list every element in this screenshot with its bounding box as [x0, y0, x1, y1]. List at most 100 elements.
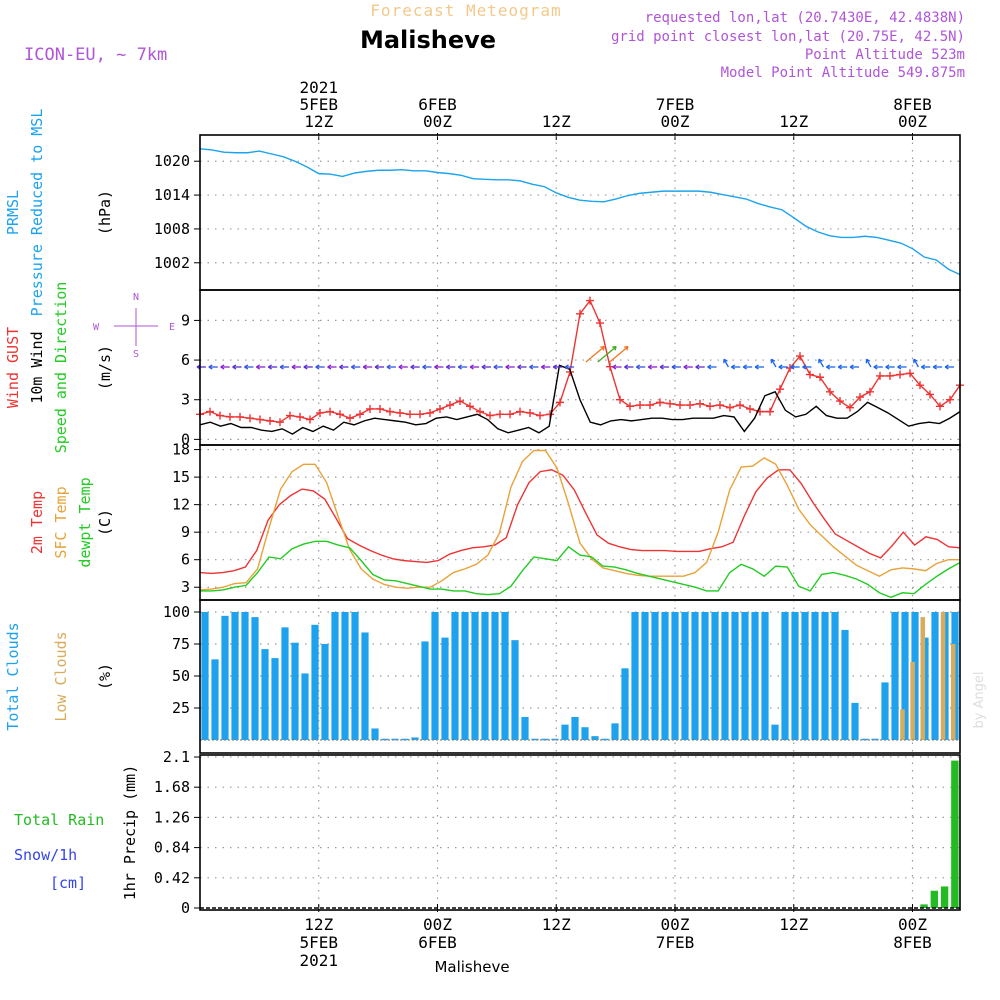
bar-total-rain	[920, 904, 928, 908]
bar-total-clouds	[841, 629, 849, 740]
gust-marker	[306, 415, 314, 424]
gust-marker	[516, 407, 524, 416]
bar-total-clouds	[691, 612, 699, 740]
bar-low-clouds	[950, 644, 956, 740]
wind-arrow-head	[624, 345, 629, 351]
y-axis-label-wind: (m/s)	[96, 345, 114, 390]
gust-marker	[816, 373, 824, 382]
wind-arrow-head	[564, 364, 569, 370]
bar-total-clouds	[651, 612, 659, 740]
gust-marker	[226, 412, 234, 421]
panel-label: Wind GUST	[4, 327, 22, 408]
bottom-tick-label: 12Z	[304, 915, 333, 934]
panel-label: Pressure Reduced to MSL	[28, 109, 46, 317]
gust-marker	[466, 402, 474, 411]
panel-label: Total Clouds	[4, 622, 22, 730]
gust-marker	[406, 410, 414, 419]
bar-total-clouds	[911, 612, 919, 740]
bar-total-clouds	[301, 673, 309, 740]
wind-direction-arrow	[597, 346, 617, 363]
bar-total-clouds	[931, 612, 939, 740]
y-tick-label: 9	[181, 311, 190, 329]
y-tick-label: 3	[181, 391, 190, 409]
bar-total-rain	[930, 890, 939, 908]
wind-arrow-head	[865, 358, 871, 364]
bar-total-clouds	[901, 612, 909, 740]
panel-label: dewpt Temp	[76, 477, 94, 567]
wind-direction-arrow	[609, 346, 629, 363]
top-tick-label: 5FEB	[299, 95, 338, 114]
gust-marker	[426, 408, 434, 417]
wind-arrow-head	[374, 364, 379, 370]
gust-marker	[856, 393, 864, 402]
gust-marker	[706, 402, 714, 411]
gust-marker	[776, 385, 784, 394]
gust-marker	[886, 371, 894, 380]
bar-low-clouds	[910, 661, 915, 740]
bar-total-clouds	[201, 612, 209, 740]
wind-arrow-head	[671, 364, 676, 370]
wind-arrow-head	[267, 364, 272, 370]
top-tick-label: 00Z	[898, 112, 927, 131]
bar-total-clouds	[281, 627, 289, 740]
panel-label: SFC Temp	[52, 486, 70, 558]
wind-arrow-head	[505, 364, 510, 370]
panel-label: Speed and Direction	[52, 282, 70, 454]
bar-total-clouds	[611, 723, 619, 740]
panel-label: 2m Temp	[28, 491, 46, 554]
wind-arrow-head	[327, 364, 332, 370]
gust-marker	[506, 410, 514, 419]
y-axis-label-temperature: (C)	[96, 509, 114, 536]
gust-marker	[276, 418, 284, 427]
bar-total-clouds	[711, 612, 719, 740]
compass-n: N	[133, 292, 139, 303]
top-tick-label: 2021	[299, 78, 338, 97]
bar-total-clouds	[641, 612, 649, 740]
wind-arrow-head	[220, 364, 225, 370]
gust-marker	[616, 395, 624, 404]
wind-direction-arrow	[585, 346, 605, 363]
wind-arrow-head	[635, 364, 641, 370]
gust-marker	[536, 411, 544, 420]
y-tick-label: 15	[172, 468, 190, 486]
wind-arrow-head	[920, 364, 926, 370]
wind-arrow-head	[897, 364, 902, 370]
bar-total-clouds	[631, 612, 639, 740]
bar-low-clouds	[920, 617, 926, 740]
gust-marker	[366, 404, 374, 413]
bar-total-clouds	[801, 612, 809, 740]
gust-marker	[576, 309, 584, 318]
top-tick-label: 00Z	[661, 112, 690, 131]
bar-total-clouds	[551, 738, 559, 741]
wind-arrow-head	[723, 358, 728, 364]
bar-total-clouds	[271, 658, 279, 740]
bar-total-clouds	[241, 612, 249, 740]
wind-arrow-head	[208, 364, 213, 370]
panel-temperature: 3 6 9 12 15 18 (C) 2m Temp SFC Temp dewpt Temp	[28, 441, 961, 601]
bar-total-clouds	[521, 716, 529, 740]
location-title: Malisheve	[360, 26, 496, 54]
bar-total-clouds	[331, 612, 339, 740]
gust-marker	[946, 395, 954, 404]
wind-arrow-head	[885, 364, 890, 370]
compass-e: E	[169, 322, 175, 333]
bar-total-clouds	[321, 644, 329, 740]
bar-total-clouds	[591, 736, 599, 740]
point-altitude: Point Altitude 523m	[805, 47, 965, 63]
bar-total-clouds	[511, 640, 519, 740]
panel-clouds: 25 50 75 100 (%) Total Clouds Low Clouds	[4, 599, 961, 754]
bar-total-clouds	[231, 612, 239, 740]
wind-arrow-head	[255, 364, 261, 370]
bar-total-clouds	[361, 632, 369, 740]
series-line-10m-wind	[199, 364, 961, 435]
panel-frame	[199, 444, 961, 601]
compass-s: S	[133, 349, 139, 360]
bottom-tick-label: 7FEB	[656, 933, 695, 952]
gust-marker	[266, 416, 274, 425]
wind-arrow-head	[802, 364, 807, 370]
bar-total-clouds	[891, 612, 899, 740]
bar-total-clouds	[441, 637, 449, 740]
bar-total-clouds	[581, 727, 589, 740]
compass-w: W	[93, 322, 100, 333]
